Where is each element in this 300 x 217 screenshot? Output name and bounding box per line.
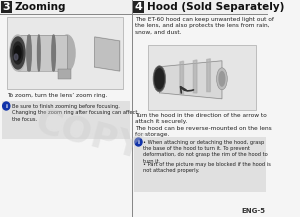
Text: Hood (Sold Separately): Hood (Sold Separately)	[146, 2, 284, 12]
Polygon shape	[193, 60, 197, 93]
Ellipse shape	[52, 35, 56, 71]
Bar	[18, 35, 67, 71]
Text: ENG-5: ENG-5	[241, 208, 265, 214]
Text: To zoom, turn the lens’ zoom ring.: To zoom, turn the lens’ zoom ring.	[7, 93, 107, 98]
Ellipse shape	[15, 46, 21, 60]
Ellipse shape	[153, 66, 166, 92]
Ellipse shape	[3, 102, 10, 110]
Ellipse shape	[59, 35, 75, 71]
Text: Zooming: Zooming	[14, 2, 66, 12]
Bar	[38, 35, 40, 71]
Polygon shape	[180, 61, 184, 94]
Ellipse shape	[155, 69, 164, 89]
Ellipse shape	[38, 35, 40, 71]
Bar	[134, 137, 266, 192]
Text: 3: 3	[2, 2, 10, 12]
Polygon shape	[159, 61, 222, 99]
Text: Be sure to finish zooming before focusing.
Changing the zoom ring after focusing: Be sure to finish zooming before focusin…	[12, 104, 137, 122]
Bar	[133, 1, 144, 13]
Text: i: i	[137, 140, 140, 145]
Ellipse shape	[14, 54, 18, 60]
Ellipse shape	[218, 71, 226, 87]
Text: i: i	[5, 104, 7, 108]
Text: 4: 4	[134, 2, 142, 12]
Ellipse shape	[217, 68, 227, 90]
Bar	[52, 35, 56, 71]
Text: • When attaching or detaching the hood, grasp
the base of the hood to turn it. T: • When attaching or detaching the hood, …	[143, 140, 268, 164]
Ellipse shape	[135, 138, 142, 146]
Bar	[18, 35, 67, 71]
Bar	[27, 35, 31, 71]
Bar	[148, 45, 256, 110]
Ellipse shape	[27, 35, 31, 71]
Polygon shape	[207, 59, 210, 92]
Text: • Part of the picture may be blocked if the hood is
not attached properly.: • Part of the picture may be blocked if …	[143, 162, 271, 173]
Bar	[132, 0, 133, 217]
Bar	[0, 0, 268, 14]
Bar	[7, 17, 123, 89]
Bar	[0, 14, 268, 15]
Bar	[2, 101, 130, 139]
Bar	[1, 1, 12, 13]
Ellipse shape	[10, 35, 26, 71]
Bar	[58, 69, 70, 79]
Ellipse shape	[13, 42, 23, 64]
Text: COPY: COPY	[32, 104, 147, 166]
Polygon shape	[95, 37, 120, 71]
Text: The ET-60 hood can keep unwanted light out of
the lens, and also protects the le: The ET-60 hood can keep unwanted light o…	[135, 17, 274, 35]
Text: Turn the hood in the direction of the arrow to
attach it securely.
The hood can : Turn the hood in the direction of the ar…	[135, 113, 272, 137]
Ellipse shape	[11, 37, 25, 69]
